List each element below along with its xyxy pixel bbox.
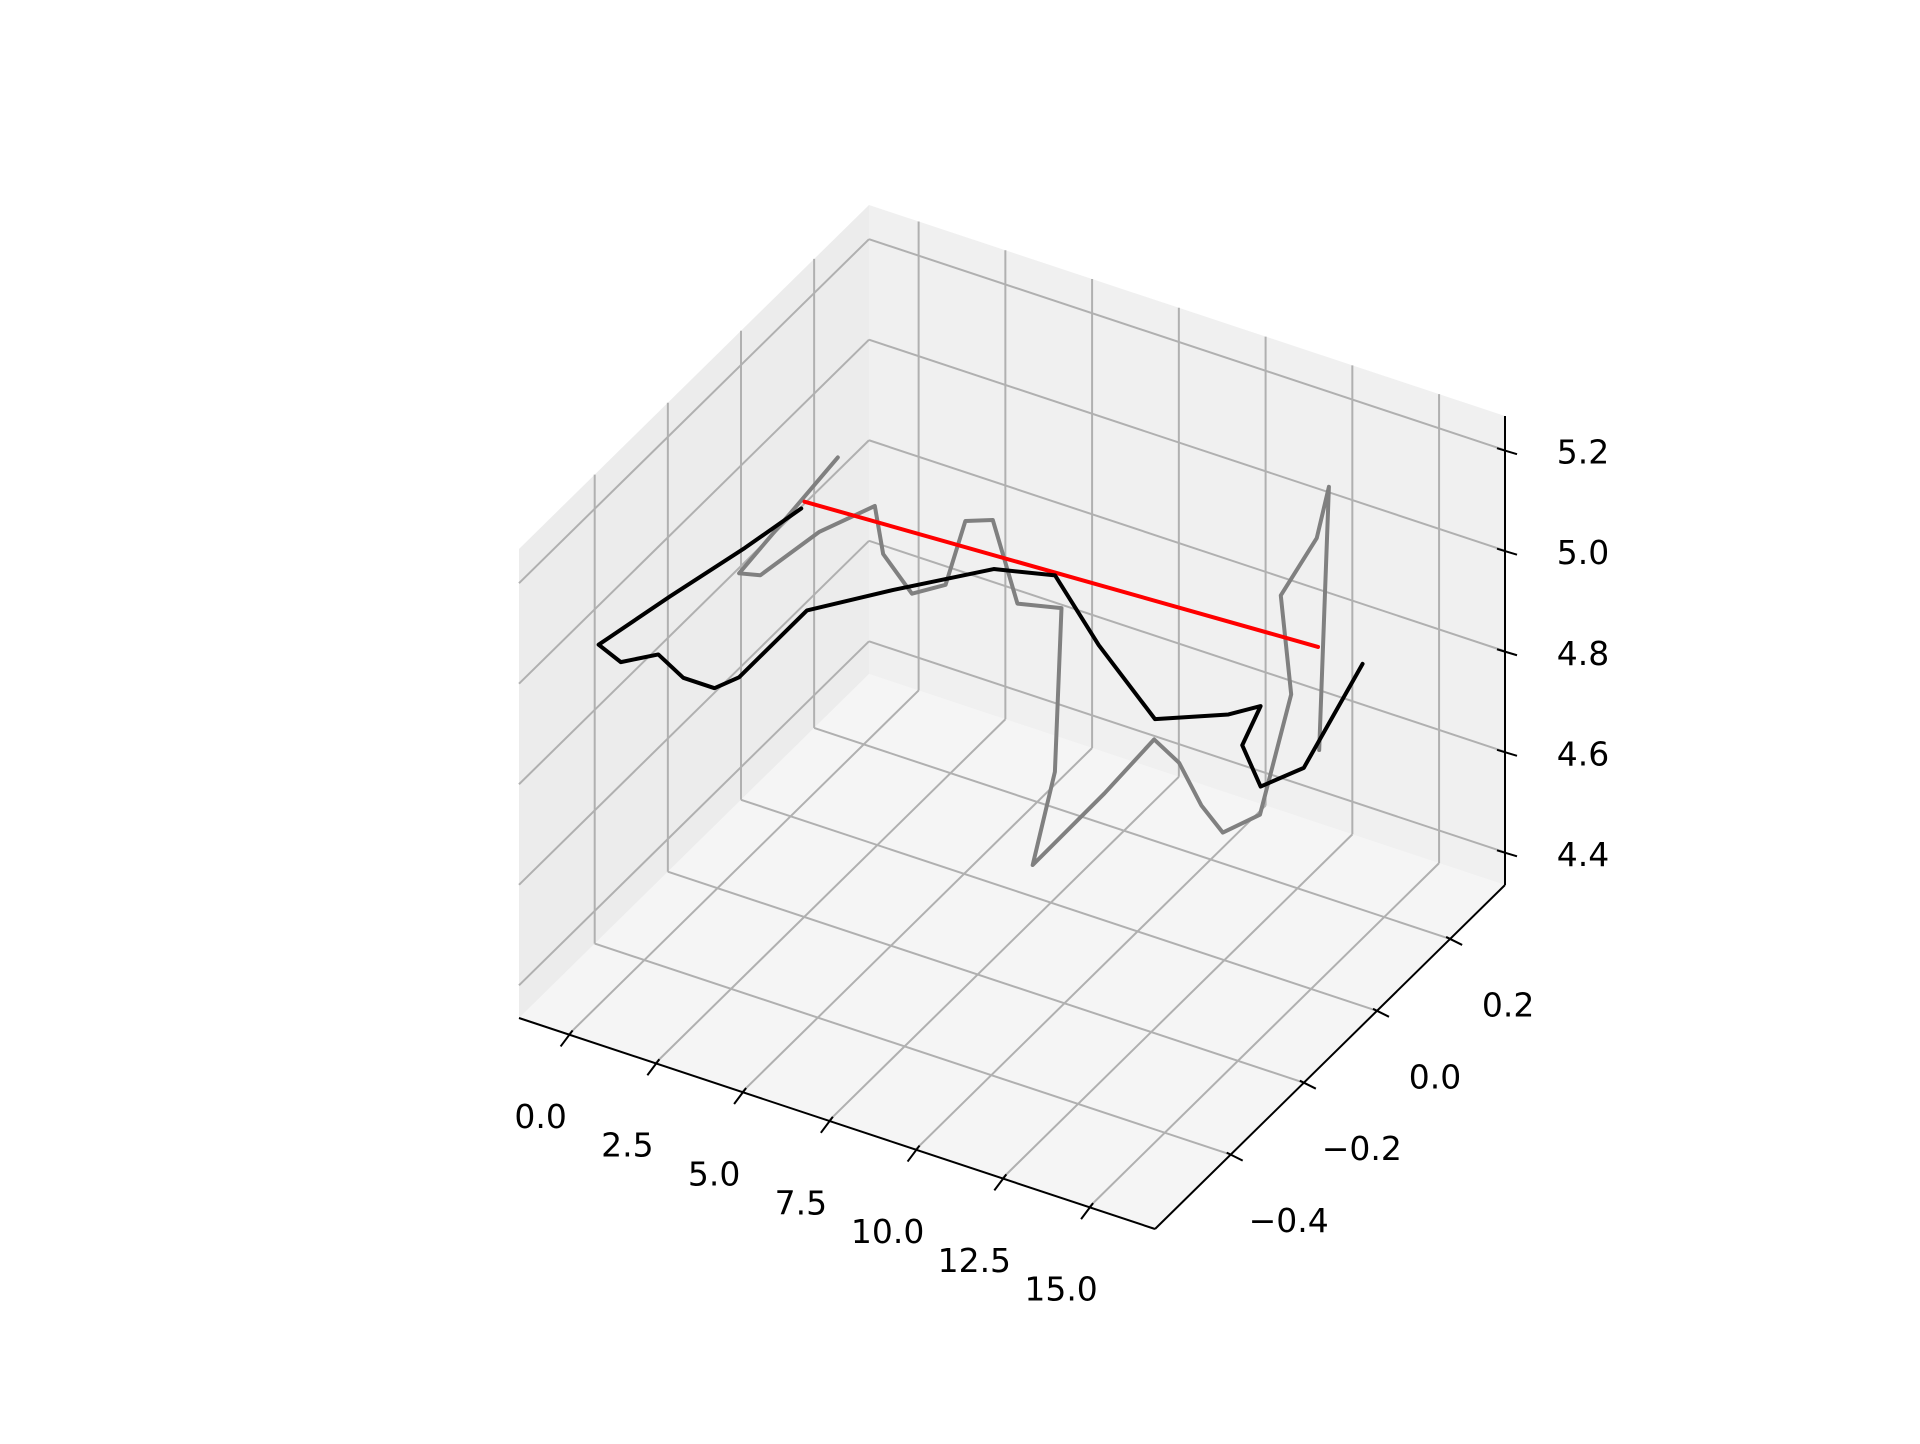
grid-line — [518, 238, 870, 584]
grid-line — [868, 238, 1506, 452]
y-tick-label: −0.2 — [1322, 1129, 1402, 1168]
z-tick — [1496, 748, 1518, 757]
x-tick-label: 12.5 — [938, 1241, 1011, 1280]
y-tick-label: 0.0 — [1409, 1057, 1461, 1096]
x-axis — [518, 1017, 1156, 1230]
z-tick-label: 4.8 — [1557, 634, 1609, 673]
x-tick-label: 10.0 — [851, 1212, 924, 1251]
z-tick-label: 4.6 — [1557, 734, 1609, 773]
x-tick — [820, 1116, 834, 1134]
grid-line — [741, 747, 1093, 1093]
grid-line — [567, 689, 920, 1036]
grid-line — [518, 540, 870, 886]
grid-line — [740, 798, 1378, 1012]
data-line — [737, 455, 1331, 868]
grid-line — [1088, 862, 1440, 1208]
y-axis — [1154, 884, 1506, 1230]
z-tick-label: 5.0 — [1557, 533, 1609, 572]
y-tick-label: 0.2 — [1482, 985, 1534, 1024]
z-tick-label: 5.2 — [1557, 433, 1609, 472]
x-tick-label: 0.0 — [514, 1097, 566, 1136]
z-tick-label: 4.4 — [1557, 835, 1609, 874]
x-tick — [646, 1058, 661, 1076]
grid-line — [828, 776, 1180, 1122]
x-tick — [733, 1087, 747, 1105]
grid-line — [518, 439, 870, 785]
grid-line — [868, 439, 1506, 653]
y-tick-label: −0.4 — [1249, 1201, 1329, 1240]
x-tick-label: 5.0 — [688, 1155, 740, 1194]
grid-line — [868, 539, 1506, 753]
x-tick — [1080, 1202, 1094, 1220]
grid-line — [813, 726, 1451, 940]
x-tick — [559, 1029, 574, 1048]
data-line — [802, 499, 1321, 649]
z-tick — [1496, 648, 1518, 657]
x-tick-label: 15.0 — [1024, 1270, 1097, 1309]
x-tick-label: 7.5 — [775, 1183, 827, 1222]
x-tick — [993, 1173, 1008, 1191]
z-tick — [1496, 447, 1518, 456]
z-tick — [1496, 849, 1518, 858]
data-line — [596, 506, 1365, 789]
grid-line — [654, 718, 1007, 1064]
x-tick-label: 2.5 — [601, 1126, 653, 1165]
y-tick — [1226, 1151, 1244, 1162]
y-tick — [1445, 936, 1463, 946]
grid-line — [914, 804, 1267, 1151]
x-tick — [906, 1144, 921, 1163]
grid-line — [667, 870, 1305, 1084]
z-tick — [1496, 547, 1518, 556]
grid-line — [1001, 833, 1354, 1180]
grid-line — [518, 640, 870, 987]
grid-line — [868, 338, 1506, 552]
y-tick — [1372, 1007, 1390, 1018]
grid-line — [518, 339, 870, 685]
grid-line — [594, 942, 1232, 1156]
grid-line — [868, 640, 1506, 854]
y-tick — [1299, 1079, 1317, 1090]
